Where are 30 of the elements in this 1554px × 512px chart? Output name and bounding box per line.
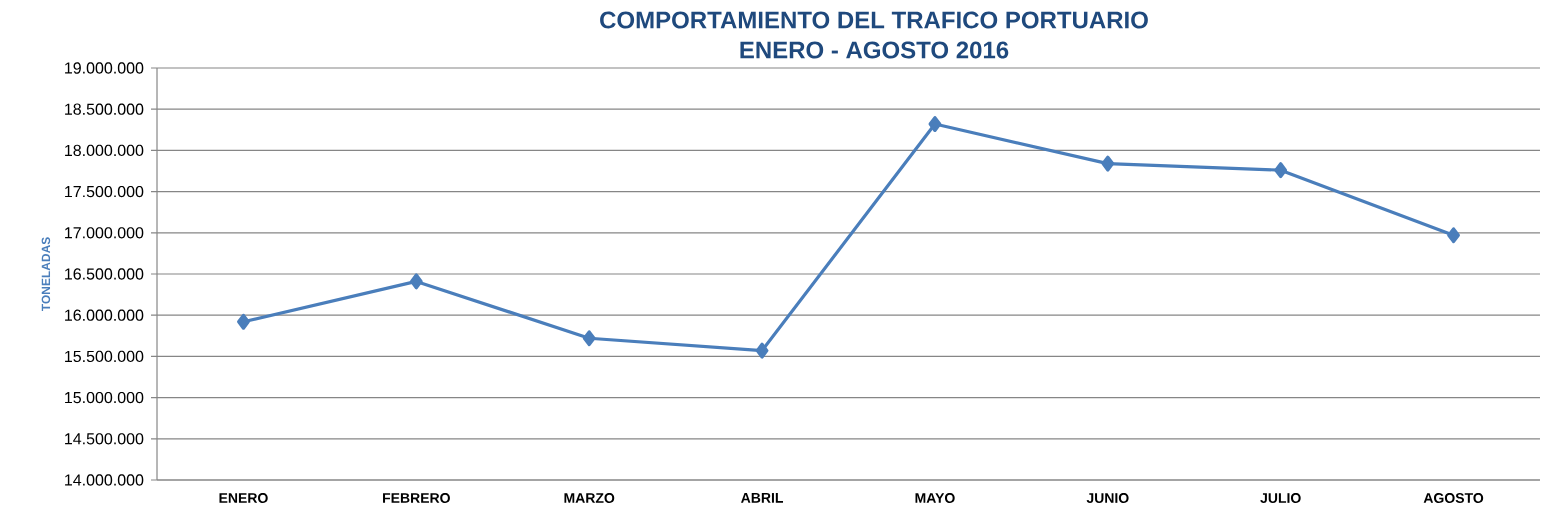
chart-title: COMPORTAMIENTO DEL TRAFICO PORTUARIO [600,11,1148,29]
y-tick-label: 18.000.000 [65,144,144,157]
y-tick-label: 14.500.000 [65,433,144,445]
y-tick-label: 17.500.000 [65,185,144,198]
point [237,313,250,330]
x-tick-label: JUNIO [1086,493,1129,503]
point [582,330,596,347]
point [409,273,423,290]
x-tick-label: AGOSTO [1423,493,1484,503]
x-tick-label: MARZO [564,493,615,503]
point [1447,227,1460,244]
point [1101,155,1115,172]
y-tick-label: 16.500.000 [65,268,144,280]
y-tick-label: 15.000.000 [65,391,144,404]
chart-subtitle: ENERO - AGOSTO 2016 [740,41,1009,59]
y-tick-label: 19.000.000 [65,62,144,74]
y-axis-title: TONELADAS [41,237,51,312]
y-tick-label: 15.500.000 [65,350,144,363]
y-tick-label: 14.000.000 [65,474,144,486]
point [755,342,769,359]
x-tick-label: ABRIL [741,493,784,503]
x-tick-label: FEBRERO [383,493,450,503]
x-tick-label: ENERO [219,493,268,503]
y-tick-label: 16.000.000 [65,309,144,321]
point [928,116,942,133]
y-tick-label: 17.000.000 [65,227,144,239]
x-tick-label: JULIO [1260,493,1301,503]
x-tick-label: MAYO [915,493,955,503]
y-tick-label: 18.500.000 [65,103,144,115]
point [1274,162,1288,179]
